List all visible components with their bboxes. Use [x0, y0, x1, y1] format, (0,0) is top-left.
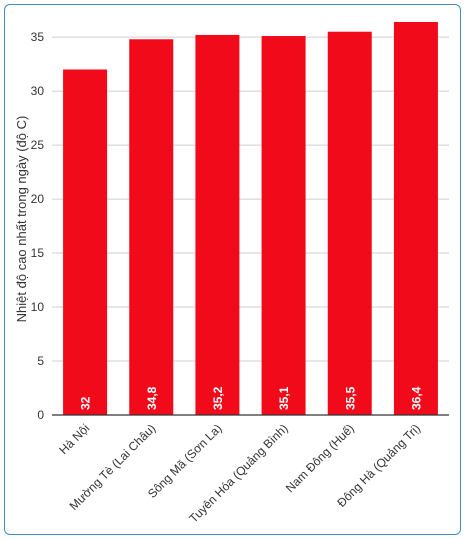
- data-label: 34,8: [145, 386, 159, 410]
- y-tick-label: 25: [31, 138, 45, 152]
- data-label: 35,1: [277, 386, 291, 410]
- y-tick-label: 15: [31, 246, 45, 260]
- x-tick-label: Nam Đông (Huế): [283, 421, 357, 495]
- data-label: 36,4: [409, 386, 423, 410]
- bar: [393, 22, 438, 415]
- y-tick-label: 30: [31, 84, 45, 98]
- bars: [63, 22, 438, 416]
- bar: [129, 39, 174, 416]
- y-tick-label: 10: [31, 300, 45, 314]
- bar: [327, 31, 372, 415]
- data-labels: 32 34,8 35,2 35,1 35,5 36,4: [79, 386, 424, 410]
- bar: [63, 69, 108, 415]
- data-label: 35,2: [211, 386, 225, 410]
- y-tick-labels: 0 5 10 15 20 25 30 35: [31, 30, 45, 422]
- x-tick-label: Hà Nội: [56, 421, 92, 457]
- data-label: 32: [79, 396, 93, 410]
- y-tick-label: 5: [37, 354, 44, 368]
- bar: [261, 36, 306, 416]
- bar: [195, 34, 240, 415]
- y-tick-label: 0: [37, 408, 44, 422]
- y-tick-label: 35: [31, 30, 45, 44]
- y-tick-label: 20: [31, 192, 45, 206]
- data-label: 35,5: [343, 386, 357, 410]
- gridlines: [52, 36, 449, 362]
- y-axis-title: Nhiệt độ cao nhất trong ngày (độ C): [14, 116, 29, 323]
